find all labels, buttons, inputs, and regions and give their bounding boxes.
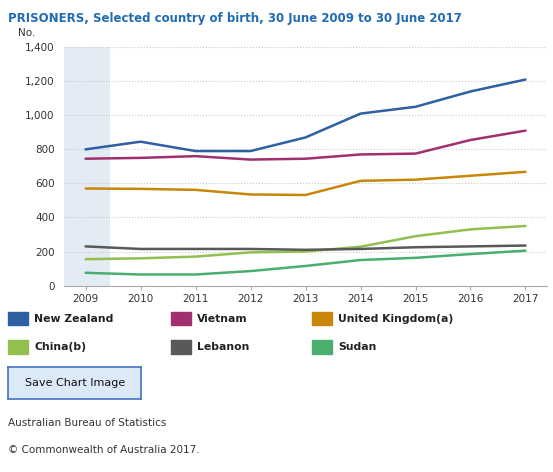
Text: Australian Bureau of Statistics: Australian Bureau of Statistics — [8, 418, 166, 428]
Text: New Zealand: New Zealand — [34, 313, 114, 324]
Text: United Kingdom(a): United Kingdom(a) — [338, 313, 453, 324]
Text: PRISONERS, Selected country of birth, 30 June 2009 to 30 June 2017: PRISONERS, Selected country of birth, 30… — [8, 12, 462, 25]
Text: © Commonwealth of Australia 2017.: © Commonwealth of Australia 2017. — [8, 445, 200, 455]
Bar — [64, 47, 111, 286]
Text: Vietnam: Vietnam — [197, 313, 248, 324]
Text: Save Chart Image: Save Chart Image — [24, 378, 125, 388]
Text: Lebanon: Lebanon — [197, 342, 250, 352]
Text: China(b): China(b) — [34, 342, 86, 352]
Text: Sudan: Sudan — [338, 342, 377, 352]
Text: No.: No. — [18, 28, 35, 38]
